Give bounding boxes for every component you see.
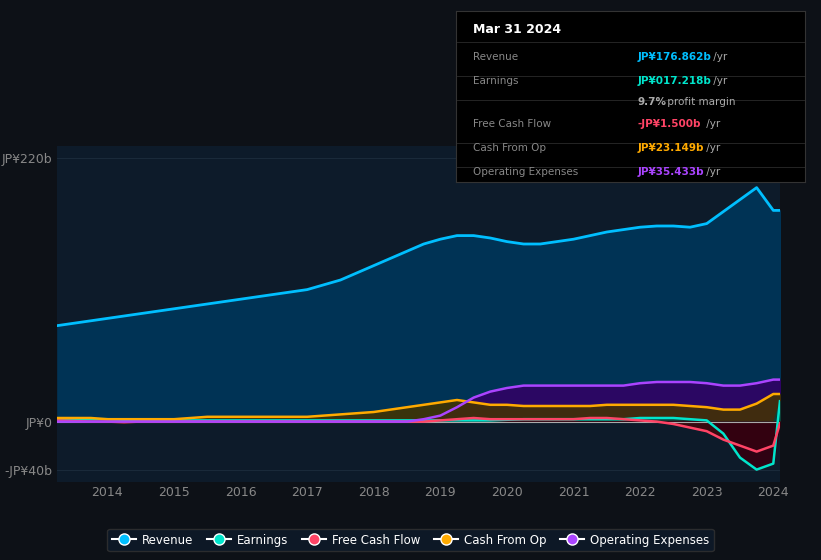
Text: /yr: /yr	[710, 76, 727, 86]
Text: Free Cash Flow: Free Cash Flow	[473, 119, 551, 129]
Text: profit margin: profit margin	[663, 97, 735, 106]
Text: /yr: /yr	[704, 119, 721, 129]
Text: /yr: /yr	[704, 143, 721, 153]
Text: -JP¥1.500b: -JP¥1.500b	[637, 119, 700, 129]
Text: JP¥35.433b: JP¥35.433b	[637, 167, 704, 176]
Text: JP¥176.862b: JP¥176.862b	[637, 52, 711, 62]
Text: Revenue: Revenue	[473, 52, 518, 62]
Text: JP¥23.149b: JP¥23.149b	[637, 143, 704, 153]
Legend: Revenue, Earnings, Free Cash Flow, Cash From Op, Operating Expenses: Revenue, Earnings, Free Cash Flow, Cash …	[108, 529, 713, 551]
Text: 9.7%: 9.7%	[637, 97, 666, 106]
Text: Cash From Op: Cash From Op	[473, 143, 546, 153]
Text: Mar 31 2024: Mar 31 2024	[473, 23, 562, 36]
Text: Operating Expenses: Operating Expenses	[473, 167, 578, 176]
Text: JP¥017.218b: JP¥017.218b	[637, 76, 711, 86]
Text: Earnings: Earnings	[473, 76, 519, 86]
Text: /yr: /yr	[710, 52, 727, 62]
Text: /yr: /yr	[704, 167, 721, 176]
